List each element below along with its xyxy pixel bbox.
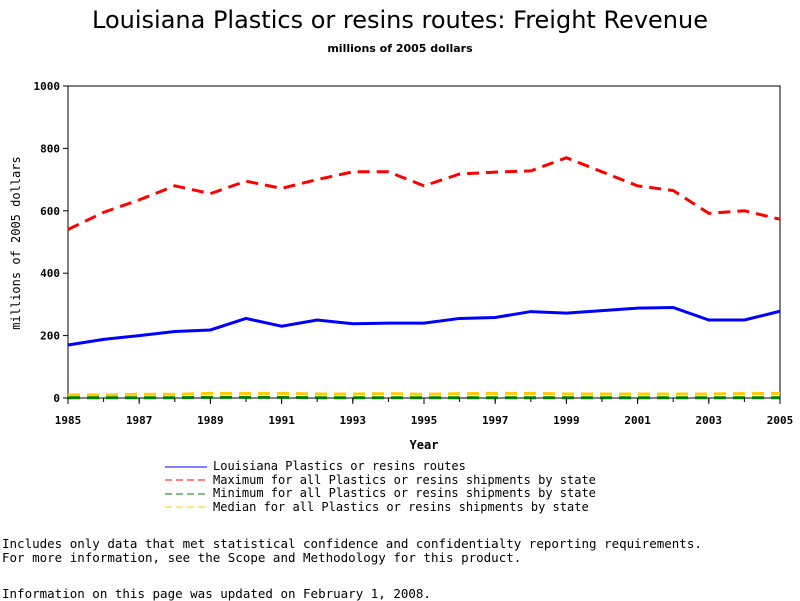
series-line-1 <box>68 308 780 345</box>
footnotes: Includes only data that met statistical … <box>2 537 702 565</box>
legend-swatch <box>165 503 207 511</box>
updated-note: Information on this page was updated on … <box>2 587 431 601</box>
legend-swatch <box>165 476 207 484</box>
y-tick-label: 1000 <box>34 80 61 93</box>
y-tick-label: 0 <box>53 392 60 405</box>
legend-label: Maximum for all Plastics or resins shipm… <box>213 474 596 488</box>
x-tick-label: 1995 <box>411 414 438 427</box>
legend-swatch <box>165 463 207 471</box>
x-tick-label: 2001 <box>624 414 651 427</box>
y-tick-label: 200 <box>40 330 60 343</box>
x-tick-label: 1989 <box>197 414 224 427</box>
x-tick-label: 1987 <box>126 414 153 427</box>
plot-frame <box>68 86 780 398</box>
y-tick-label: 400 <box>40 267 60 280</box>
legend-item: Minimum for all Plastics or resins shipm… <box>165 487 596 501</box>
x-tick-label: 1991 <box>268 414 295 427</box>
series-line-2 <box>68 158 780 230</box>
x-tick-label: 2003 <box>696 414 723 427</box>
x-tick-label: 1999 <box>553 414 580 427</box>
chart-series <box>68 158 780 398</box>
series-line-4 <box>68 393 780 395</box>
x-tick-label: 2005 <box>767 414 794 427</box>
y-axis-label: millions of 2005 dollars <box>9 156 23 329</box>
legend-label: Minimum for all Plastics or resins shipm… <box>213 487 596 501</box>
footnote-line-2: For more information, see the Scope and … <box>2 551 702 565</box>
y-tick-label: 800 <box>40 142 60 155</box>
y-tick-label: 600 <box>40 205 60 218</box>
legend-label: Louisiana Plastics or resins routes <box>213 460 466 474</box>
legend-item: Louisiana Plastics or resins routes <box>165 460 596 474</box>
x-axis-label: Year <box>410 438 439 452</box>
legend-label: Median for all Plastics or resins shipme… <box>213 501 589 515</box>
legend-item: Maximum for all Plastics or resins shipm… <box>165 474 596 488</box>
legend-item: Median for all Plastics or resins shipme… <box>165 501 596 515</box>
x-tick-label: 1997 <box>482 414 509 427</box>
x-tick-label: 1993 <box>340 414 367 427</box>
line-chart: 0 200 400 600 800 1000 1985 1987 1989 1991 1993 199… <box>0 0 800 460</box>
footnote-line-1: Includes only data that met statistical … <box>2 537 702 551</box>
x-tick-label: 1985 <box>55 414 82 427</box>
chart-axes <box>68 86 780 398</box>
chart-ticks: 0 200 400 600 800 1000 1985 1987 1989 1991 1993 199… <box>34 80 794 427</box>
legend-swatch <box>165 490 207 498</box>
